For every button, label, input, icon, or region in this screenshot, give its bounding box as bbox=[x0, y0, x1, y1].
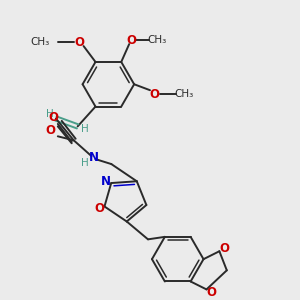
Text: O: O bbox=[219, 242, 229, 255]
Text: O: O bbox=[94, 202, 104, 215]
Text: CH₃: CH₃ bbox=[147, 35, 167, 45]
Text: CH₃: CH₃ bbox=[174, 89, 193, 99]
Text: N: N bbox=[88, 151, 98, 164]
Text: O: O bbox=[206, 286, 216, 299]
Text: O: O bbox=[45, 124, 55, 137]
Text: H: H bbox=[81, 158, 88, 168]
Text: H: H bbox=[46, 109, 54, 118]
Text: H: H bbox=[81, 124, 88, 134]
Text: CH₃: CH₃ bbox=[31, 37, 50, 47]
Text: O: O bbox=[126, 34, 136, 46]
Text: O: O bbox=[149, 88, 159, 101]
Text: O: O bbox=[49, 111, 59, 124]
Text: O: O bbox=[75, 36, 85, 49]
Text: N: N bbox=[101, 175, 111, 188]
